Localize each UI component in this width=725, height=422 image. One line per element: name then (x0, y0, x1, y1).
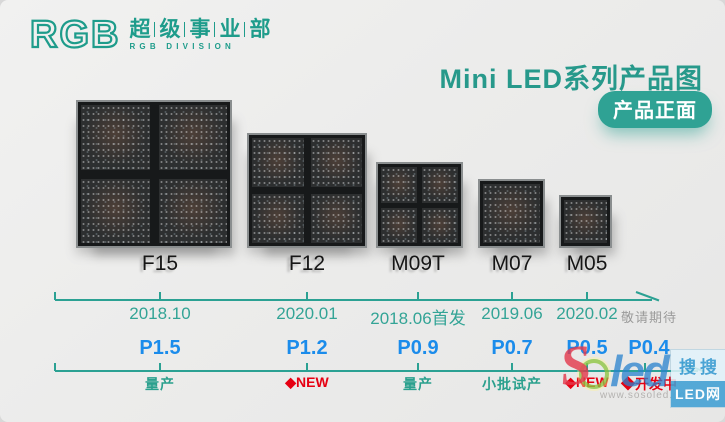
led-module-cell (252, 194, 304, 243)
pixel-pitch-p0-7: P0.7 (491, 337, 533, 359)
led-module-cell (310, 194, 362, 243)
arrowhead-icon (635, 291, 660, 302)
pixel-pitch-p1-5: P1.5 (139, 337, 181, 359)
sosoled-badge-cn: 搜搜 (671, 350, 725, 381)
sosoled-watermark: S led www.sosoled.com 搜搜 LED网 (556, 333, 725, 408)
model-label-m05: M05 (566, 252, 608, 275)
product-photo-m07 (478, 179, 545, 248)
watermark-url: www.sosoled.com (600, 390, 696, 401)
release-date-m05: 2020.02 (556, 304, 618, 323)
led-module-cell (564, 200, 607, 243)
lightbulb-icon (579, 359, 610, 389)
led-module-cell (422, 207, 458, 243)
product-photo-f12 (247, 133, 367, 248)
coming-soon-note: 敬请期待 (620, 310, 677, 325)
divider (154, 22, 156, 37)
model-label-f15: F15 (141, 252, 179, 275)
division-name-en: RGB DIVISION (129, 42, 235, 51)
product-photo-m09t (376, 162, 463, 248)
division-name-cn: 超级事业部 (129, 18, 271, 41)
led-module-cell (310, 138, 362, 187)
page-title: Mini LED系列产品图 (439, 64, 703, 94)
led-module-cell (81, 178, 150, 243)
led-module-cell (81, 105, 150, 170)
divider (184, 22, 186, 37)
led-module-cell (381, 167, 417, 203)
model-label-m09t: M09T (391, 252, 445, 275)
product-photo-f15 (76, 100, 232, 248)
sosoled-badge: 搜搜 LED网 (671, 350, 725, 407)
led-module-cell (381, 207, 417, 243)
status-f12: ◆NEW (285, 374, 329, 390)
status-f15: 量产 (145, 376, 175, 392)
led-module-cell (422, 167, 458, 203)
pixel-pitch-p0-5: P0.5 (566, 337, 608, 359)
led-module-cell (483, 184, 540, 243)
led-module-cell (252, 138, 304, 187)
release-date-timeline (0, 287, 725, 309)
model-label-f12: F12 (288, 252, 326, 275)
rgb-logo-mark: RGB (29, 14, 121, 56)
watermark-s-letter: S (556, 333, 595, 399)
divider (214, 22, 216, 37)
rgb-division-logo: RGB 超级事业部 RGB DIVISION (29, 14, 271, 56)
release-date-m07: 2019.06 (481, 304, 543, 323)
status-m07: 小批试产 (482, 376, 542, 392)
status-m09t: 量产 (403, 376, 433, 392)
led-module-cell (158, 178, 227, 243)
pixel-pitch-p1-2: P1.2 (286, 337, 328, 359)
led-module-cell (158, 105, 227, 170)
model-label-m07: M07 (491, 252, 533, 275)
watermark-led-letters: led (610, 347, 670, 396)
product-front-badge: 产品正面 (598, 91, 712, 128)
pixel-pitch-p0-4: P0.4 (628, 337, 670, 359)
release-date-f12: 2020.01 (276, 304, 338, 323)
release-date-f15: 2018.10 (129, 304, 191, 323)
divider (244, 22, 246, 37)
pixel-pitch-p0-9: P0.9 (397, 337, 439, 359)
status-p0-4: ◆开发中 (621, 376, 677, 392)
sosoled-badge-led: LED网 (671, 381, 725, 407)
product-photo-m05 (559, 195, 612, 248)
release-date-m09t: 2018.06首发 (370, 309, 466, 328)
